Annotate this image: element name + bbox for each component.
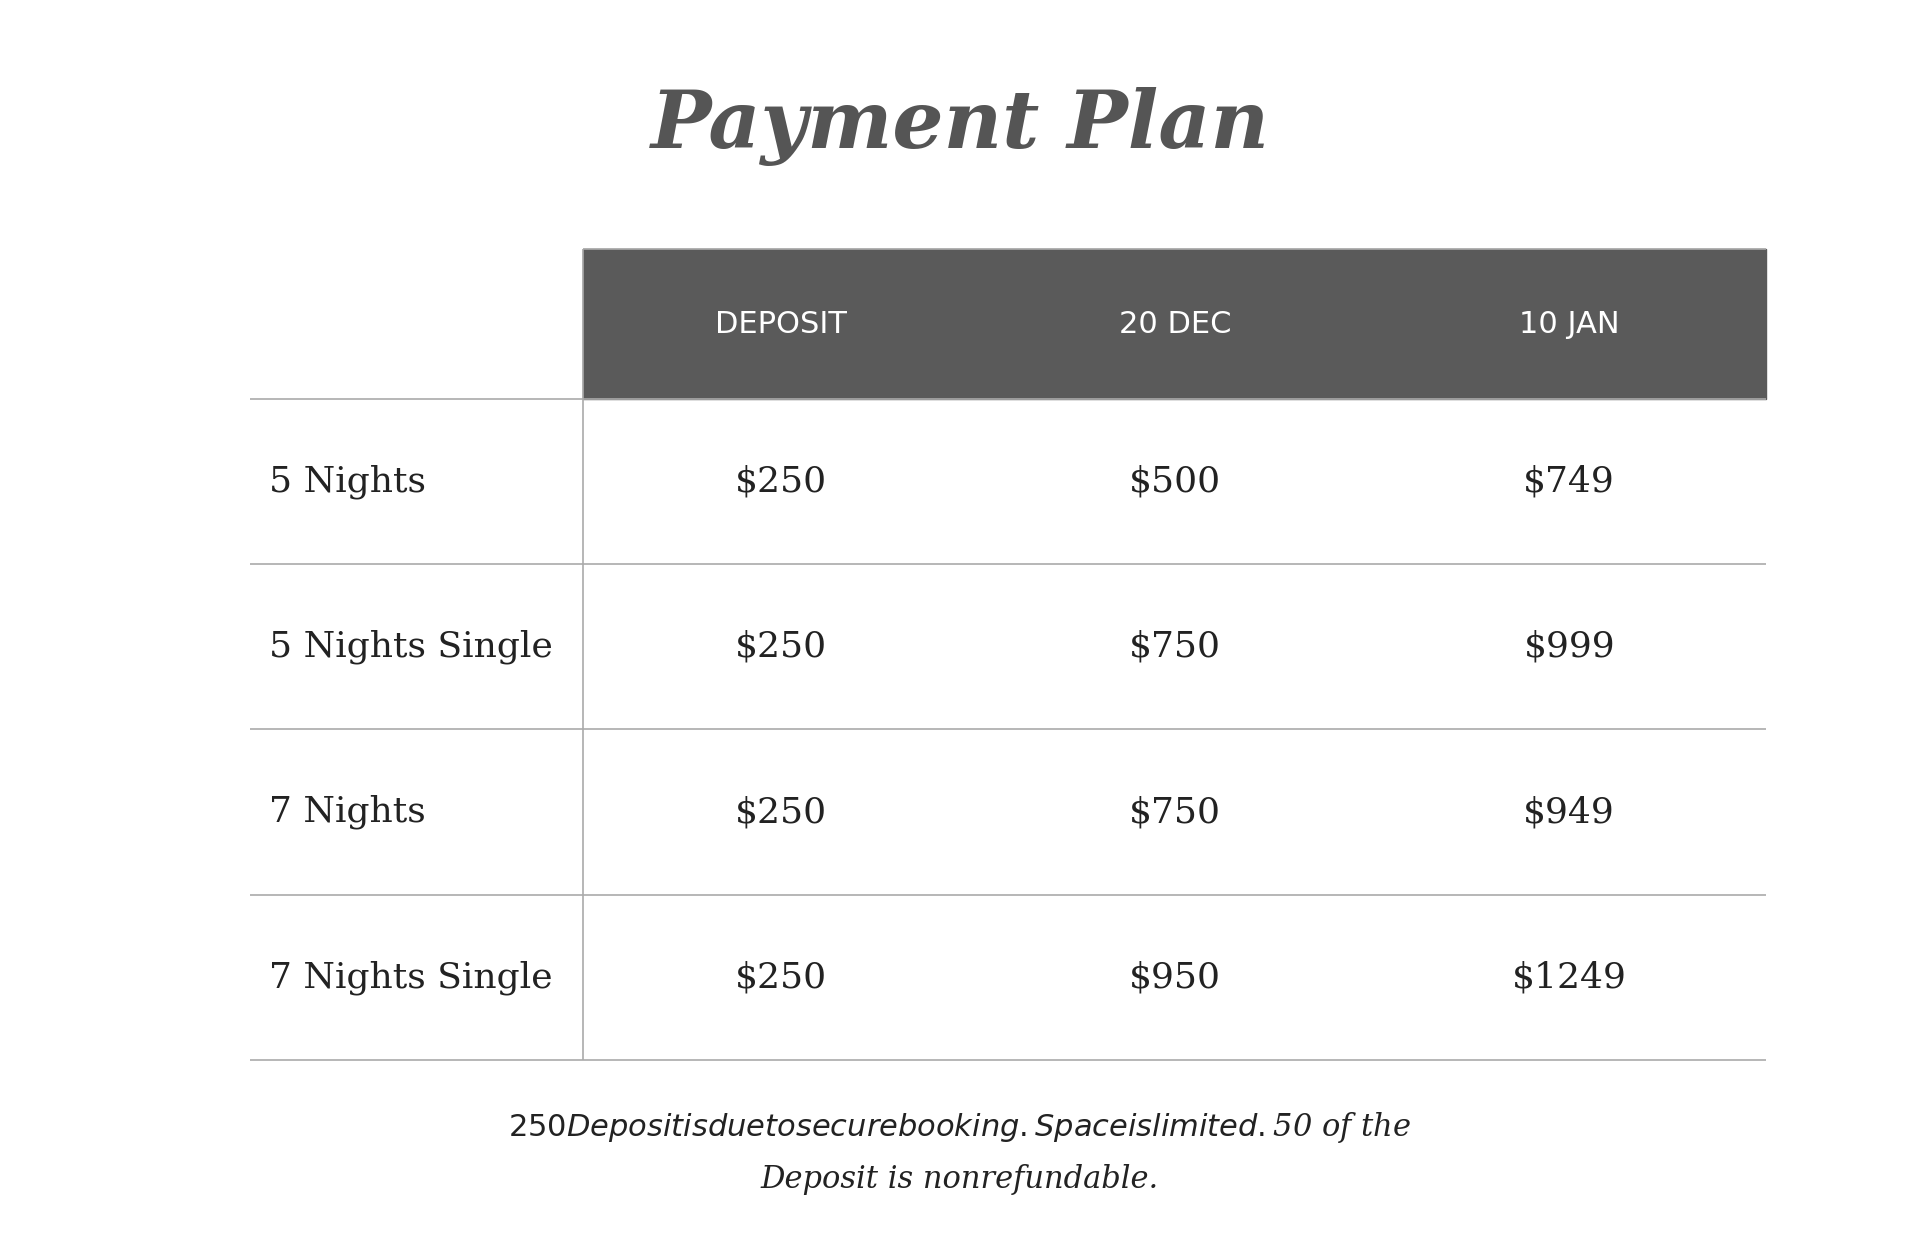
Text: 7 Nights: 7 Nights	[269, 794, 426, 829]
Text: $250 Deposit is due to secure booking. Space is limited. $50 of the
Deposit is n: $250 Deposit is due to secure booking. S…	[509, 1110, 1411, 1195]
Bar	[584, 249, 1766, 399]
Text: $250: $250	[735, 796, 826, 829]
Text: $949: $949	[1523, 796, 1615, 829]
Text: 7 Nights Single: 7 Nights Single	[269, 960, 553, 995]
Text: $250: $250	[735, 630, 826, 663]
Text: $1249: $1249	[1511, 960, 1626, 994]
Text: DEPOSIT: DEPOSIT	[714, 309, 847, 339]
Text: $250: $250	[735, 960, 826, 994]
Text: $750: $750	[1129, 630, 1221, 663]
Text: 5 Nights: 5 Nights	[269, 464, 426, 499]
Text: $749: $749	[1523, 465, 1615, 499]
Text: $950: $950	[1129, 960, 1221, 994]
Text: 10 JAN: 10 JAN	[1519, 309, 1620, 339]
Text: $500: $500	[1129, 465, 1221, 499]
Text: $750: $750	[1129, 796, 1221, 829]
Text: $999: $999	[1523, 630, 1615, 663]
Text: $250: $250	[735, 465, 826, 499]
Text: 5 Nights Single: 5 Nights Single	[269, 630, 553, 665]
Text: Payment Plan: Payment Plan	[651, 87, 1269, 166]
Text: 20 DEC: 20 DEC	[1119, 309, 1231, 339]
